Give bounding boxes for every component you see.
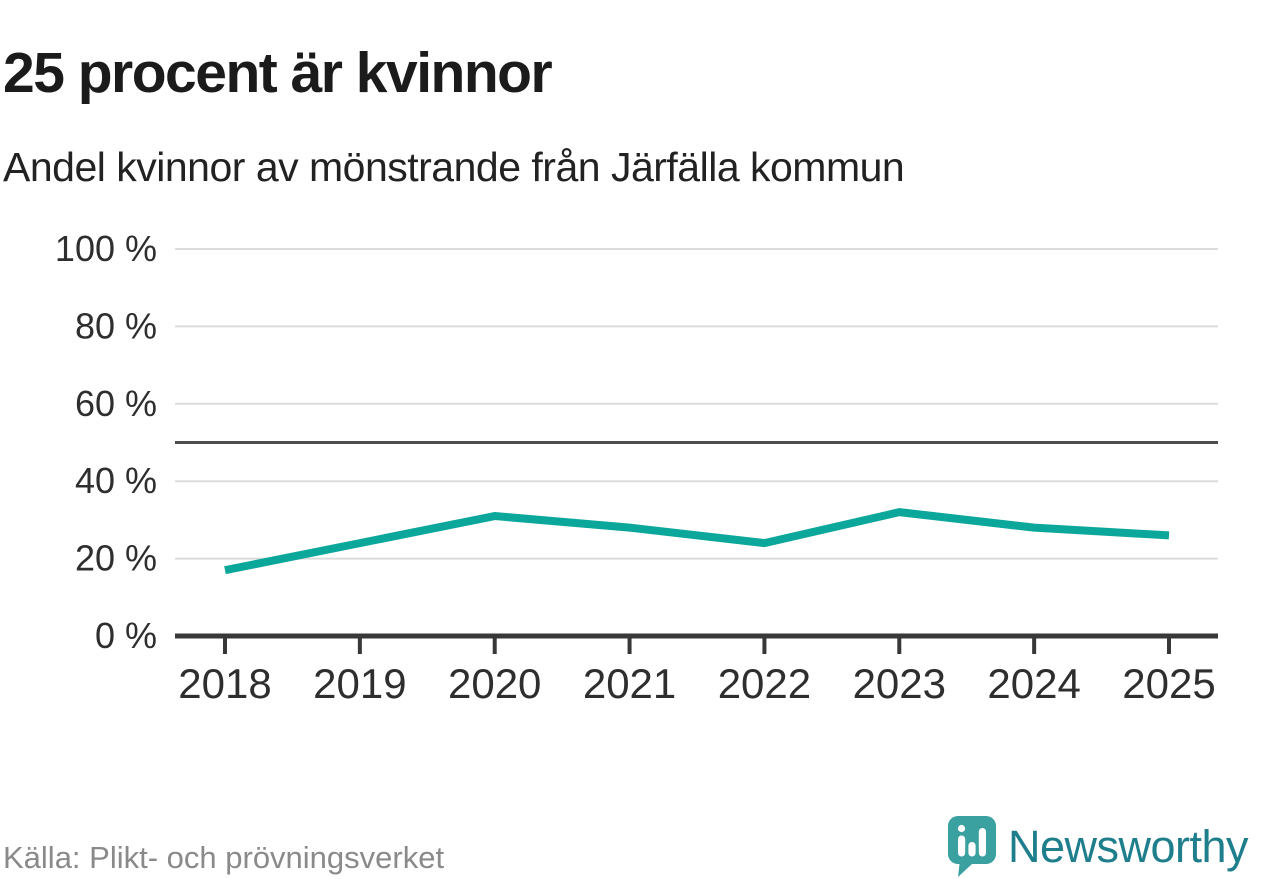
x-label-2025: 2025: [1122, 660, 1215, 707]
gridlines: [175, 248, 1218, 560]
y-label-80: 80 %: [75, 305, 157, 346]
pin-bar-glyph: [957, 824, 966, 833]
x-label-2018: 2018: [178, 660, 271, 707]
y-label-60: 60 %: [75, 383, 157, 424]
pin-bar-glyph: [958, 835, 966, 857]
y-axis-labels: 0 % 20 % 40 % 60 % 80 % 100 %: [55, 228, 157, 656]
y-label-20: 20 %: [75, 538, 157, 579]
y-label-0: 0 %: [95, 615, 157, 656]
x-label-2019: 2019: [313, 660, 406, 707]
newsworthy-pin-icon: [948, 816, 996, 877]
x-label-2023: 2023: [853, 660, 946, 707]
source-caption: Källa: Plikt- och prövningsverket: [3, 840, 445, 875]
chart-title: 25 procent är kvinnor: [3, 41, 553, 106]
chart-subtitle: Andel kvinnor av mönstrande från Järfäll…: [3, 144, 905, 190]
newsworthy-logo: Newsworthy: [948, 816, 1260, 878]
pin-bar-glyph: [978, 828, 986, 857]
data-series-line: [224, 508, 1170, 575]
x-label-2024: 2024: [987, 660, 1080, 707]
x-axis-ticks: [223, 638, 1171, 654]
y-label-40: 40 %: [75, 460, 157, 501]
y-label-100: 100 %: [55, 228, 157, 269]
x-axis-labels: 2018 2019 2020 2021 2022 2023 2024 2025: [178, 660, 1215, 707]
pin-bar-glyph: [968, 842, 976, 857]
newsworthy-wordmark: Newsworthy: [1008, 821, 1249, 872]
x-label-2022: 2022: [718, 660, 811, 707]
x-label-2021: 2021: [583, 660, 676, 707]
x-label-2020: 2020: [448, 660, 541, 707]
